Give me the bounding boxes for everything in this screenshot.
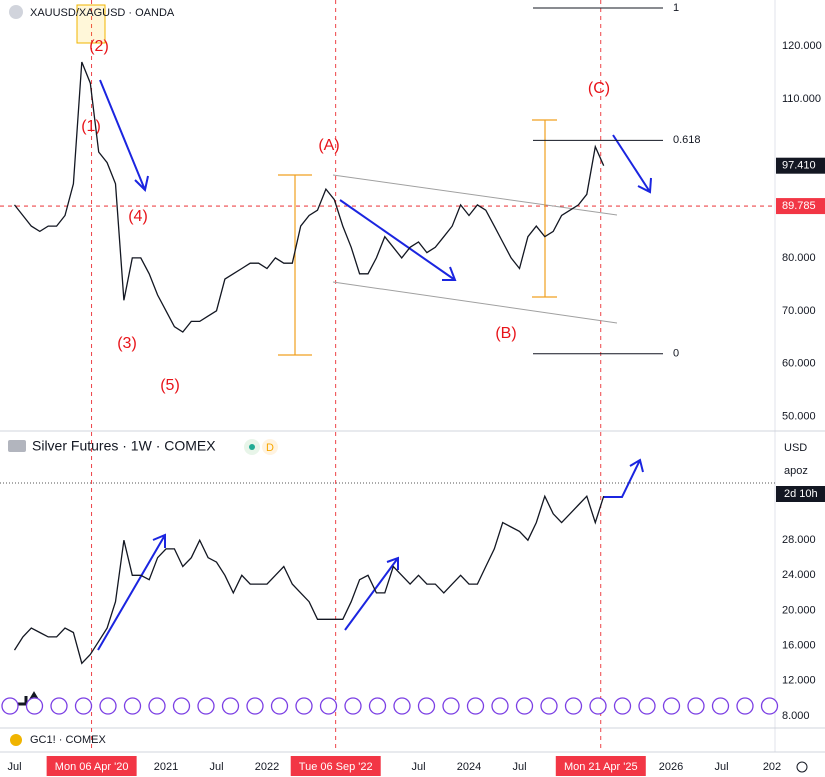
y-tick-label: 50.000 bbox=[782, 411, 816, 423]
replay-icon bbox=[295, 697, 313, 715]
replay-icon bbox=[564, 697, 583, 715]
date-marker-box bbox=[46, 756, 137, 776]
scale-menu[interactable]: apoz bbox=[784, 465, 808, 477]
price-label: 89.785 bbox=[782, 200, 816, 212]
wave-label: (B) bbox=[495, 325, 516, 342]
fib-label: 1 bbox=[673, 2, 679, 14]
delay-badge: D bbox=[266, 442, 274, 454]
y-tick-label: 60.000 bbox=[782, 358, 816, 370]
replay-icon bbox=[662, 697, 681, 715]
date-marker-box bbox=[290, 756, 381, 776]
replay-icon bbox=[760, 697, 779, 715]
replay-icon bbox=[540, 697, 558, 715]
x-tick-label: Jul bbox=[714, 761, 728, 773]
countdown: 2d 10h bbox=[784, 488, 818, 500]
symbol-logo bbox=[8, 440, 26, 452]
y-tick-label: 16.000 bbox=[782, 640, 816, 652]
x-tick-label: 202 bbox=[763, 761, 781, 773]
pane-title: XAUUSD/XAGUSD · OANDA bbox=[30, 7, 175, 19]
replay-icon bbox=[687, 697, 705, 715]
replay-icon bbox=[515, 697, 534, 715]
x-tick-label: 2021 bbox=[154, 761, 178, 773]
wave-label: (C) bbox=[588, 80, 610, 97]
replay-icon bbox=[1, 697, 19, 715]
channel-line bbox=[332, 174, 618, 216]
replay-icon bbox=[99, 697, 117, 715]
x-tick-label: Jul bbox=[411, 761, 425, 773]
countdown-box bbox=[776, 486, 825, 502]
date-marker-box bbox=[555, 756, 646, 776]
replay-icon bbox=[197, 697, 215, 715]
date-marker-label: Mon 06 Apr '20 bbox=[55, 761, 129, 773]
x-tick-label: Jul bbox=[512, 761, 526, 773]
date-marker-label: Mon 21 Apr '25 bbox=[564, 761, 638, 773]
y-tick-label: 110.000 bbox=[782, 93, 821, 105]
y-tick-label: 24.000 bbox=[782, 569, 816, 581]
replay-icon bbox=[589, 697, 607, 715]
replay-icon bbox=[442, 697, 460, 715]
replay-icon bbox=[466, 697, 485, 715]
y-tick-label: 12.000 bbox=[782, 675, 816, 687]
price-label: 97.410 bbox=[782, 160, 816, 172]
y-tick-label: 80.000 bbox=[782, 252, 816, 264]
replay-icon bbox=[148, 697, 166, 715]
replay-icon bbox=[638, 697, 656, 715]
replay-icon bbox=[613, 697, 632, 715]
replay-icon bbox=[50, 697, 68, 715]
x-tick-label: 2024 bbox=[457, 761, 481, 773]
replay-icon bbox=[711, 697, 730, 715]
x-tick-label: Jul bbox=[7, 761, 21, 773]
symbol-logo bbox=[10, 734, 22, 746]
x-tick-label: Jul bbox=[209, 761, 223, 773]
replay-icon bbox=[393, 697, 411, 715]
settings-icon[interactable] bbox=[796, 761, 808, 773]
replay-icon bbox=[172, 697, 191, 715]
wave-label: (A) bbox=[318, 137, 339, 154]
x-tick-label: 2022 bbox=[255, 761, 279, 773]
x-tick-label: 2026 bbox=[659, 761, 683, 773]
y-tick-label: 70.000 bbox=[782, 305, 816, 317]
replay-icon bbox=[417, 697, 436, 715]
wave-label: (1) bbox=[81, 118, 101, 135]
price-label-box bbox=[776, 198, 825, 215]
highlight-box bbox=[76, 4, 106, 44]
wave-label: (5) bbox=[160, 377, 180, 394]
fib-label: 0.618 bbox=[673, 134, 701, 146]
replay-icon bbox=[221, 697, 240, 715]
replay-icon bbox=[368, 697, 387, 715]
footer-symbol[interactable]: GC1! · COMEX bbox=[30, 734, 106, 746]
symbol-logo bbox=[9, 5, 23, 19]
replay-icon bbox=[25, 697, 44, 715]
currency-label[interactable]: USD bbox=[784, 442, 807, 454]
replay-icon bbox=[123, 697, 142, 715]
replay-icon bbox=[736, 697, 754, 715]
replay-icon bbox=[74, 697, 93, 715]
replay-icon bbox=[491, 697, 509, 715]
replay-icon bbox=[344, 697, 362, 715]
status-dot bbox=[249, 444, 255, 450]
wave-label: (4) bbox=[128, 208, 148, 225]
wave-arrows bbox=[97, 79, 652, 651]
fib-label: 0 bbox=[673, 348, 679, 360]
wave-label: (3) bbox=[117, 335, 137, 352]
measure-tool bbox=[278, 119, 557, 356]
y-tick-label: 20.000 bbox=[782, 604, 816, 616]
y-tick-label: 120.000 bbox=[782, 40, 822, 52]
channel-line bbox=[332, 281, 618, 324]
status-badge bbox=[262, 439, 278, 455]
price-line bbox=[13, 494, 605, 665]
wave-label: (2) bbox=[89, 38, 109, 55]
price-line bbox=[13, 61, 605, 333]
replay-icon bbox=[246, 697, 264, 715]
date-marker-label: Tue 06 Sep '22 bbox=[299, 761, 373, 773]
y-tick-label: 8.000 bbox=[782, 710, 810, 722]
pane-title[interactable]: Silver Futures · 1W · COMEX bbox=[32, 438, 216, 454]
replay-icon bbox=[319, 697, 338, 715]
price-label-box bbox=[776, 157, 825, 174]
y-tick-label: 28.000 bbox=[782, 534, 816, 546]
replay-icon bbox=[270, 697, 289, 715]
